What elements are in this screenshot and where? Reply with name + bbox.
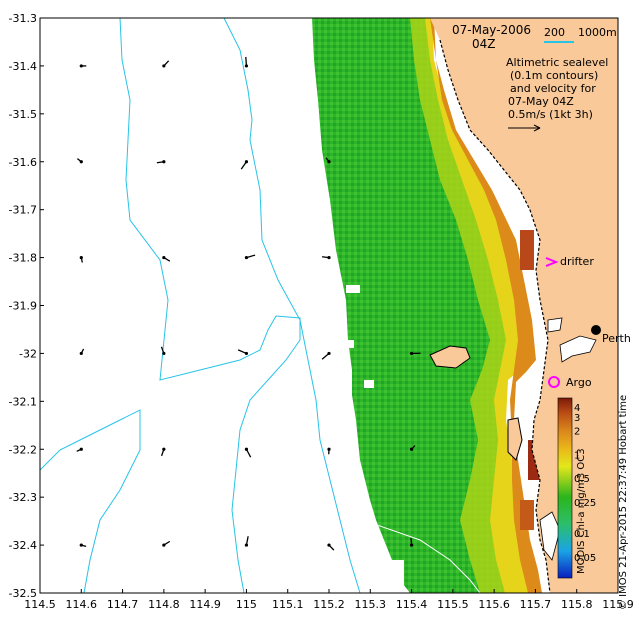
colorbar-tick-label: 1 (574, 450, 580, 461)
colorbar-tick-label: 0.1 (574, 529, 590, 540)
velocity-dot (162, 543, 166, 547)
velocity-dot (244, 447, 249, 451)
velocity-dot (244, 160, 249, 164)
velocity-dot (79, 543, 83, 547)
argo-marker (548, 376, 560, 388)
scale-1000-label: 1000m (578, 26, 617, 39)
y-axis: -31.3 -31.4 -31.5 -31.6 -31.7 -31.8 -31.9 -32 -3… (9, 12, 44, 600)
velocity-dot (79, 160, 83, 164)
y-tick-label: -32.1 (9, 395, 37, 408)
velocity-dot (162, 64, 166, 68)
y-tick-label: -31.6 (9, 156, 37, 169)
legend-line-1: Altimetric sealevel (506, 56, 608, 69)
velocity-dot (162, 255, 166, 260)
y-tick-label: -31.8 (9, 252, 37, 265)
velocity-dot (244, 351, 249, 356)
y-tick-label: -31.3 (9, 12, 37, 25)
y-tick-label: -32.4 (9, 539, 37, 552)
colorbar-tick-label: 0.05 (574, 553, 596, 564)
argo-label: Argo (566, 376, 592, 389)
y-tick-label: -31.5 (9, 108, 37, 121)
legend-line-2: (0.1m contours) (510, 69, 598, 82)
legend-arrow (508, 124, 541, 132)
x-tick-label: 114.8 (148, 598, 180, 611)
x-tick-label: 114.5 (24, 598, 56, 611)
velocity-dot (409, 447, 414, 451)
velocity-dot (79, 351, 83, 356)
colorbar-tick-label: 0.5 (574, 474, 590, 485)
drifter-marker (545, 257, 559, 267)
velocity-dot (244, 255, 249, 260)
perth-marker (591, 325, 601, 335)
colorbar-tick-label: 2 (574, 427, 580, 438)
velocity-dot (244, 543, 249, 547)
date-label: 07-May-2006 (452, 23, 531, 37)
x-tick-label: 115.3 (355, 598, 387, 611)
x-tick-label: 115.4 (396, 598, 428, 611)
velocity-dot (162, 447, 166, 451)
time-label: 04Z (472, 37, 496, 51)
y-tick-label: -32.5 (9, 587, 37, 600)
x-axis: 114.5 114.6 114.7 114.8 114.9 115 115.1 115.2 11… (24, 589, 634, 611)
x-tick-label: 115.9 (602, 598, 634, 611)
velocity-dot (327, 447, 331, 451)
legend-line-4: 07-May 04Z (508, 95, 574, 108)
velocity-vectors (76, 56, 421, 551)
velocity-dot (327, 351, 331, 356)
colorbar-tick-label: 3 (574, 413, 580, 424)
colorbar-tick-label: 0.25 (574, 498, 596, 509)
velocity-dot (327, 543, 331, 547)
velocity-dot (162, 351, 166, 356)
x-tick-label: 115.6 (478, 598, 510, 611)
velocity-dot (79, 447, 83, 451)
perth-label: Perth (602, 332, 631, 345)
x-tick-label: 115.1 (272, 598, 304, 611)
y-tick-label: -31.9 (9, 300, 37, 313)
x-tick-label: 114.9 (189, 598, 221, 611)
velocity-dot (79, 64, 83, 68)
x-tick-label: 114.7 (107, 598, 139, 611)
velocity-dot (327, 160, 331, 164)
y-tick-label: -32.3 (9, 491, 37, 504)
velocity-dot (79, 255, 83, 260)
velocity-dot (327, 255, 331, 260)
drifter-label: drifter (560, 255, 594, 268)
velocity-dot (409, 543, 414, 547)
x-tick-label: 115.7 (520, 598, 552, 611)
y-tick-label: -31.7 (9, 204, 37, 217)
colorbar-tick-label: 4 (574, 403, 580, 414)
x-tick-label: 115.8 (561, 598, 593, 611)
y-tick-label: -32.2 (9, 443, 37, 456)
velocity-dot (162, 160, 166, 164)
x-tick-label: 114.6 (66, 598, 98, 611)
bathymetry-contours (39, 17, 481, 594)
colorbar-title: MODIS Chl-a mg/m3 OC3 (576, 448, 587, 574)
x-tick-label: 115 (236, 598, 257, 611)
y-tick-label: -32 (19, 347, 37, 360)
velocity-dot (409, 351, 414, 356)
colorbar-ticks: 43 2 1 0.5 0.25 0.1 0.05 (574, 403, 596, 564)
credit-text: © IMOS 21-Apr-2015 22:37:49 Hobart time (618, 395, 629, 610)
y-tick-label: -31.4 (9, 60, 37, 73)
velocity-dot (244, 64, 249, 68)
x-tick-label: 115.5 (437, 598, 469, 611)
scale-200-label: 200 (544, 26, 565, 39)
x-tick-label: 115.2 (313, 598, 345, 611)
legend-line-3: and velocity for (510, 82, 596, 95)
colorbar (557, 397, 573, 579)
legend-line-5: 0.5m/s (1kt 3h) (508, 108, 593, 121)
